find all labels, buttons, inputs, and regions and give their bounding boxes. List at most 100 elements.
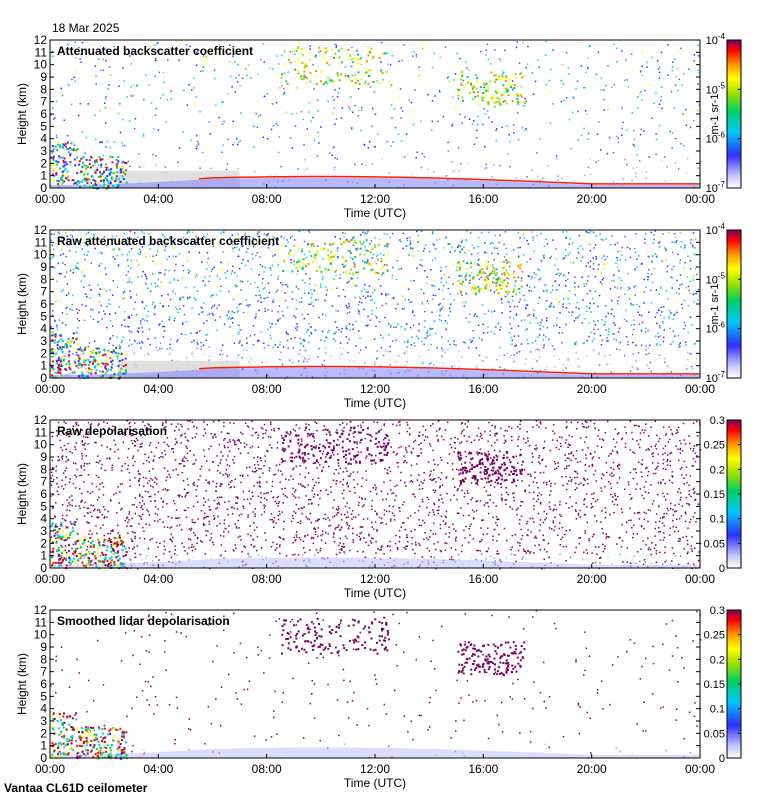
data-pixel (220, 261, 222, 264)
high-cloud-pixel (305, 62, 307, 65)
data-pixel (104, 431, 106, 433)
data-pixel (683, 247, 685, 249)
data-pixel (517, 247, 519, 249)
low-cloud-pixel (88, 367, 90, 370)
data-pixel (645, 345, 647, 347)
high-cloud-pixel (506, 272, 509, 275)
data-pixel (479, 550, 481, 552)
data-pixel (325, 286, 327, 289)
low-cloud-pixel (69, 345, 72, 348)
data-pixel (174, 443, 176, 446)
data-pixel (395, 278, 398, 281)
data-pixel (350, 65, 353, 68)
data-pixel (573, 320, 576, 322)
data-pixel (256, 286, 259, 289)
high-cloud-pixel (473, 285, 476, 287)
data-pixel (267, 328, 269, 331)
data-pixel (465, 292, 467, 295)
data-pixel (188, 558, 190, 561)
data-pixel (503, 354, 506, 356)
data-pixel (329, 79, 331, 82)
data-pixel (557, 179, 559, 181)
data-pixel (647, 537, 649, 540)
data-pixel (637, 352, 640, 354)
data-pixel (271, 264, 274, 267)
data-pixel (550, 291, 552, 294)
high-cloud-pixel (490, 95, 493, 98)
data-pixel (321, 364, 324, 366)
data-pixel (673, 265, 675, 268)
data-pixel (420, 120, 422, 123)
data-pixel (325, 294, 328, 296)
high-cloud-pixel (484, 93, 487, 96)
data-pixel (543, 245, 545, 247)
data-pixel (101, 141, 103, 143)
data-pixel (292, 50, 294, 53)
data-pixel (124, 325, 126, 328)
data-pixel (352, 237, 354, 239)
data-pixel (150, 239, 152, 242)
data-pixel (611, 86, 613, 88)
data-pixel (500, 297, 503, 299)
data-pixel (331, 305, 334, 307)
low-cloud-pixel (65, 363, 68, 366)
high-cloud-pixel (388, 80, 391, 83)
data-pixel (330, 355, 332, 357)
high-cloud-pixel (298, 265, 301, 268)
data-pixel (625, 309, 627, 312)
data-pixel (666, 270, 668, 273)
data-pixel (186, 357, 188, 359)
data-pixel (341, 107, 344, 109)
data-pixel (347, 527, 350, 529)
data-pixel (616, 257, 618, 259)
low-cloud-pixel (74, 164, 77, 167)
data-pixel (168, 551, 171, 553)
data-pixel (342, 430, 345, 433)
data-pixel (555, 273, 558, 275)
data-pixel (517, 325, 520, 327)
data-pixel (574, 293, 576, 296)
data-pixel (268, 322, 271, 324)
data-pixel (423, 247, 426, 250)
data-pixel (136, 506, 138, 508)
data-pixel (233, 486, 236, 488)
low-cloud-pixel (118, 183, 121, 186)
data-pixel (577, 247, 579, 249)
low-cloud-pixel (72, 179, 75, 182)
data-pixel (421, 340, 423, 343)
data-pixel (103, 534, 106, 537)
data-pixel (408, 236, 411, 239)
data-pixel (517, 138, 520, 141)
data-pixel (309, 231, 311, 234)
data-pixel (195, 96, 197, 98)
data-pixel (208, 313, 211, 315)
data-pixel (202, 259, 204, 262)
data-pixel (696, 444, 698, 447)
data-pixel (686, 171, 688, 174)
data-pixel (298, 42, 300, 44)
data-pixel (301, 313, 303, 316)
data-pixel (187, 230, 189, 232)
data-pixel (545, 366, 548, 369)
high-cloud-pixel (372, 248, 375, 251)
data-pixel (311, 293, 313, 295)
data-pixel (393, 326, 395, 328)
data-pixel (470, 441, 473, 443)
data-pixel (387, 350, 389, 352)
data-pixel (188, 231, 190, 233)
data-pixel (369, 295, 372, 298)
data-pixel (605, 329, 607, 331)
data-pixel (451, 161, 453, 163)
data-pixel (191, 307, 193, 309)
data-pixel (549, 305, 551, 308)
data-pixel (524, 299, 526, 301)
data-pixel (447, 314, 450, 317)
low-cloud-pixel (90, 156, 92, 158)
data-pixel (168, 269, 170, 272)
data-pixel (476, 263, 479, 265)
data-pixel (254, 281, 256, 284)
data-pixel (529, 551, 532, 553)
data-pixel (221, 123, 224, 125)
data-pixel (220, 496, 223, 498)
low-cloud-pixel (82, 374, 85, 377)
